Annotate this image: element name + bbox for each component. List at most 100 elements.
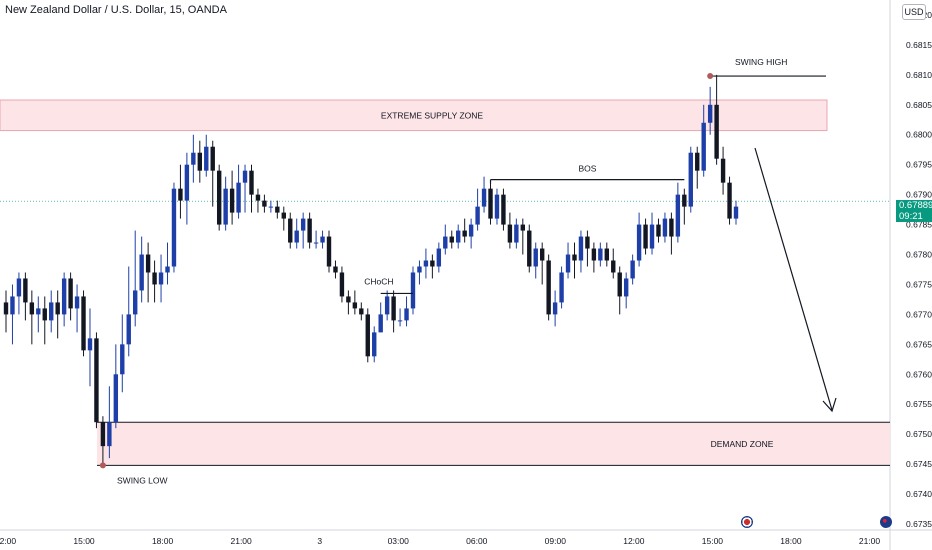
candle-body <box>94 338 99 423</box>
candle-body <box>727 182 732 219</box>
candle-body <box>591 248 597 261</box>
candle-body <box>152 272 157 285</box>
last-price-value: 0.67889 <box>899 200 932 211</box>
candle-body <box>210 146 215 171</box>
x-tick-label: 18:00 <box>152 536 174 546</box>
candle-body <box>656 224 661 237</box>
candle-body <box>623 278 629 297</box>
swing-high-label: SWING HIGH <box>735 57 787 67</box>
candle-body <box>320 236 325 243</box>
swing-high-marker <box>707 73 714 80</box>
projection-arrow-line <box>754 147 833 411</box>
x-tick-label: 09:00 <box>545 536 567 546</box>
candle-body <box>527 230 532 267</box>
candle-body <box>49 302 54 321</box>
x-tick-label: 21:00 <box>859 536 881 546</box>
candle-body <box>475 206 480 225</box>
candle-body <box>74 296 80 309</box>
candle-body <box>42 308 47 321</box>
candle-body <box>275 206 280 213</box>
countdown-timer: 09:21 <box>899 211 923 222</box>
candle-body <box>313 242 319 244</box>
candle-body <box>249 170 254 195</box>
candle-body <box>552 302 558 315</box>
candle-body <box>100 422 106 447</box>
candle-body <box>649 224 655 249</box>
candle-body <box>236 182 241 213</box>
candle-body <box>171 188 177 267</box>
candle-body <box>695 152 700 171</box>
candle-body <box>488 188 493 219</box>
candle-body <box>397 320 403 322</box>
candle-body <box>630 260 635 279</box>
us-flag-icon[interactable] <box>741 516 753 528</box>
candle-body <box>539 248 545 261</box>
candle-body <box>139 254 144 291</box>
candle-body <box>3 302 9 315</box>
candle-body <box>29 302 35 315</box>
candle-body <box>242 170 248 183</box>
candle-body <box>294 230 299 243</box>
x-tick-label: 12:00 <box>0 536 16 546</box>
candle-body <box>372 332 377 357</box>
candle-body <box>326 236 332 267</box>
candle-body <box>346 296 351 303</box>
zone-box <box>97 422 890 466</box>
candle-body <box>701 122 706 171</box>
last-price-tag: 0.67889 09:21 <box>896 200 932 222</box>
candle-body <box>126 314 131 345</box>
candle-body <box>281 212 286 219</box>
candle-body <box>184 164 190 201</box>
candle-body <box>359 308 364 315</box>
candle-body <box>572 254 577 261</box>
candle-body <box>682 194 687 207</box>
candle-body <box>255 194 261 201</box>
candle-body <box>113 374 119 423</box>
candle-body <box>352 302 358 309</box>
candle-body <box>733 206 739 219</box>
nz-flag-icon[interactable] <box>880 516 892 528</box>
candle-body <box>378 314 383 333</box>
candle-body <box>307 218 312 243</box>
chart-title: New Zealand Dollar / U.S. Dollar, 15, OA… <box>5 4 227 16</box>
candle-body <box>443 236 448 249</box>
candle-body <box>675 194 681 237</box>
candle-body <box>384 296 390 315</box>
candle-body <box>410 272 416 309</box>
candle-body <box>10 296 15 315</box>
candle-body <box>462 230 467 237</box>
candle-body <box>197 152 203 171</box>
candle-body <box>598 248 603 261</box>
candle-body <box>617 272 622 297</box>
candle-body <box>204 146 209 171</box>
x-tick-label: 18:00 <box>780 536 802 546</box>
candle-body <box>223 188 228 225</box>
swing-low-label: SWING LOW <box>117 475 168 485</box>
candle-body <box>81 296 86 351</box>
candle-body <box>262 200 267 207</box>
currency-badge[interactable]: USD <box>902 4 926 20</box>
x-tick-label: 06:00 <box>466 536 488 546</box>
candle-body <box>365 314 370 357</box>
candle-body <box>191 152 196 165</box>
candle-body <box>604 248 609 261</box>
bos-label: BOS <box>578 164 596 174</box>
candle-body <box>216 170 222 225</box>
candle-body <box>68 278 73 309</box>
candle-body <box>23 278 28 303</box>
candle-body <box>468 224 474 237</box>
candle-body <box>533 248 538 267</box>
candle-body <box>494 194 500 219</box>
